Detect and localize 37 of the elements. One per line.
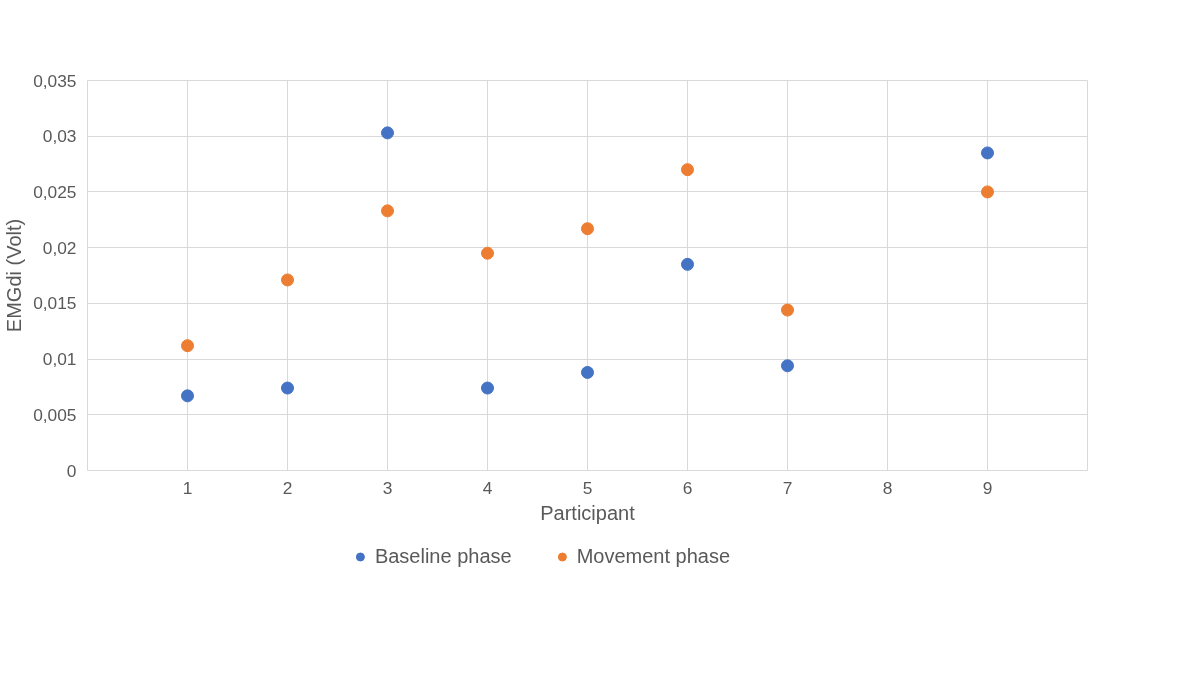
point — [581, 222, 594, 236]
y-tick-label: 0 — [66, 460, 77, 481]
point — [481, 381, 494, 395]
x-tick-label: 8 — [882, 477, 893, 498]
x-tick-label: 9 — [982, 477, 993, 498]
point — [181, 389, 194, 403]
y-tick-label: 0,01 — [42, 349, 77, 370]
point — [681, 163, 694, 177]
y-tick-label: 0,025 — [33, 181, 77, 202]
y-tick-label: 0,015 — [33, 293, 77, 314]
point — [981, 146, 994, 160]
x-tick-label: 5 — [582, 477, 593, 498]
point — [681, 257, 694, 271]
y-tick-label: 0,02 — [42, 237, 77, 258]
x-axis-title: Participant — [540, 501, 636, 524]
point — [781, 303, 794, 317]
legend-label: Baseline phase — [374, 544, 512, 568]
y-tick-label: 0,03 — [42, 126, 77, 147]
y-tick-label: 0,035 — [33, 70, 77, 91]
point — [981, 185, 994, 199]
point — [181, 339, 194, 353]
x-tick-label: 1 — [182, 477, 193, 498]
point — [281, 381, 294, 395]
x-tick-label: 7 — [782, 477, 793, 498]
point — [781, 359, 794, 373]
legend-label: Movement phase — [576, 544, 731, 568]
point — [381, 204, 394, 218]
x-tick-label: 2 — [282, 477, 293, 498]
point — [381, 126, 394, 140]
y-axis-title: EMGdi (Volt) — [3, 218, 26, 333]
x-tick-label: 6 — [682, 477, 693, 498]
x-tick-label: 3 — [382, 477, 393, 498]
point — [481, 246, 494, 260]
point — [281, 273, 294, 287]
point — [581, 365, 594, 379]
y-tick-label: 0,005 — [33, 404, 77, 425]
x-tick-label: 4 — [482, 477, 493, 498]
